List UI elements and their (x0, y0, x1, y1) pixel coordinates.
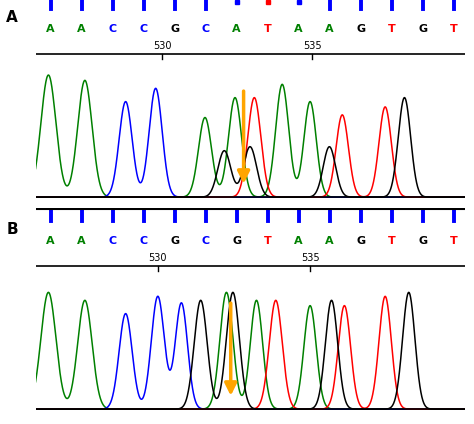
Text: T: T (450, 236, 458, 246)
Text: B: B (6, 222, 18, 237)
Text: G: G (418, 236, 428, 246)
Text: A: A (326, 24, 334, 34)
Text: A: A (232, 24, 241, 34)
Text: G: G (356, 236, 365, 246)
Text: A: A (77, 24, 86, 34)
Text: G: G (232, 236, 241, 246)
Text: G: G (170, 24, 179, 34)
Text: A: A (294, 24, 303, 34)
Text: G: G (356, 24, 365, 34)
Text: C: C (201, 24, 210, 34)
Text: T: T (264, 236, 272, 246)
Text: 535: 535 (301, 253, 319, 263)
Text: 530: 530 (153, 41, 171, 51)
Text: T: T (450, 24, 458, 34)
Text: T: T (388, 24, 396, 34)
Text: G: G (418, 24, 428, 34)
Text: C: C (109, 24, 117, 34)
Text: A: A (326, 236, 334, 246)
Text: 535: 535 (303, 41, 321, 51)
Text: A: A (46, 24, 55, 34)
Text: C: C (201, 236, 210, 246)
Text: C: C (109, 236, 117, 246)
Text: G: G (170, 236, 179, 246)
Text: A: A (294, 236, 303, 246)
Text: A: A (46, 236, 55, 246)
Text: C: C (139, 236, 148, 246)
Text: A: A (6, 10, 18, 25)
Text: A: A (77, 236, 86, 246)
Text: T: T (264, 24, 272, 34)
Text: C: C (139, 24, 148, 34)
Text: T: T (388, 236, 396, 246)
Text: 530: 530 (148, 253, 167, 263)
